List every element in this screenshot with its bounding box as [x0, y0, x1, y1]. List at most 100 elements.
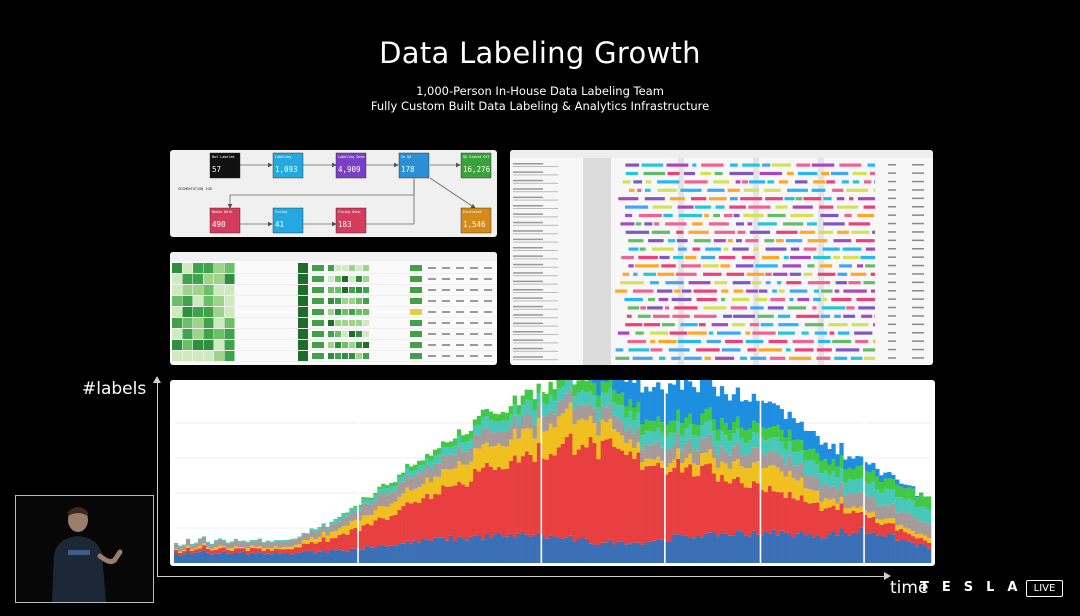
chart-bar: [755, 447, 760, 462]
chart-bar: [516, 405, 521, 415]
chart-bar: [640, 462, 645, 470]
chart-bar: [421, 465, 426, 473]
chart-bar: [791, 452, 796, 466]
chart-bar: [181, 545, 187, 550]
chart-bar: [377, 545, 382, 563]
pipeline-node-value: 490: [212, 220, 226, 229]
timeline-segment: [782, 222, 804, 226]
chart-bar: [373, 500, 378, 510]
pipeline-node-value: 1,093: [275, 165, 298, 174]
chart-bar: [572, 541, 577, 563]
chart-bar: [401, 543, 406, 563]
timeline-segment: [820, 314, 831, 318]
chart-bar: [504, 412, 509, 421]
chart-bar: [919, 521, 924, 534]
timeline-segment: [700, 171, 712, 176]
timeline-segment: [688, 331, 707, 335]
chart-bar: [843, 459, 848, 470]
chart-bar: [755, 534, 760, 563]
timeline-segment: [863, 205, 875, 209]
chart-bar: [301, 532, 306, 535]
chart-bar: [867, 533, 872, 563]
chart-bar: [620, 435, 625, 451]
chart-bar: [393, 482, 398, 486]
chart-bar: [779, 441, 784, 457]
timeline-segment: [848, 281, 861, 285]
timeline-segment: [830, 171, 849, 176]
pipeline-node-label: Fixing Done: [338, 210, 360, 214]
timeline-segment: [645, 180, 652, 184]
chart-bar: [193, 542, 199, 544]
chart-bar: [389, 515, 394, 546]
chart-bar: [201, 543, 207, 546]
chart-bar: [899, 538, 904, 563]
timeline-segment: [628, 247, 639, 251]
chart-bar: [504, 431, 509, 447]
chart-bar: [703, 452, 709, 465]
chart-bar: [775, 492, 780, 536]
chart-bar: [891, 534, 896, 563]
chart-bar: [413, 476, 418, 489]
chart-bar: [759, 437, 764, 454]
chart-bar: [221, 546, 227, 548]
chart-bar: [261, 550, 266, 555]
chart-bar: [787, 441, 792, 456]
timeline-segment: [785, 239, 803, 243]
chart-bar: [448, 469, 454, 487]
timeline-segment: [708, 331, 714, 335]
chart-bar: [679, 389, 685, 423]
timeline-segment: [797, 171, 818, 176]
timeline-segment: [680, 323, 698, 327]
chart-bar: [213, 549, 219, 554]
chart-bar: [337, 521, 342, 529]
chart-bar: [715, 440, 721, 455]
chart-bar: [421, 484, 426, 499]
quality-cell: [172, 318, 182, 328]
chart-bar: [827, 474, 832, 488]
chart-bar: [425, 539, 430, 563]
chart-bar: [512, 537, 517, 563]
chart-bar: [289, 546, 294, 550]
chart-bar: [871, 481, 876, 497]
chart-bar: [767, 438, 772, 452]
timeline-segment: [745, 239, 759, 243]
chart-bar: [397, 510, 402, 545]
chart-bar: [723, 450, 729, 464]
chart-bar: [193, 543, 199, 549]
quality-cell: [193, 296, 203, 306]
chart-bar: [428, 461, 434, 470]
chart-bar: [596, 380, 601, 396]
chart-bar: [604, 380, 609, 383]
timeline-segment: [855, 339, 869, 344]
chart-bar: [695, 535, 701, 563]
timeline-segment: [703, 272, 722, 276]
timeline-segment: [644, 222, 653, 226]
chart-bar: [409, 490, 414, 504]
quality-cell: [172, 296, 182, 306]
chart-bar: [560, 413, 565, 444]
chart-bar: [612, 402, 617, 416]
timeline-segment: [762, 163, 771, 167]
chart-bar: [385, 494, 390, 508]
timeline-segment: [843, 314, 856, 318]
chart-bar: [365, 523, 370, 546]
chart-bar: [624, 417, 629, 431]
chart-bar: [464, 434, 470, 442]
chart-bar: [703, 464, 709, 534]
chart-bar: [205, 541, 211, 543]
quality-cell: [193, 285, 203, 295]
quality-cell: [214, 274, 224, 284]
chart-bar: [205, 548, 211, 553]
chart-bar: [249, 540, 254, 542]
chart-bar: [540, 458, 545, 537]
chart-bar: [417, 503, 422, 543]
timeline-segment: [852, 171, 867, 176]
chart-bar: [731, 421, 737, 434]
chart-bar: [819, 487, 824, 502]
chart-bar: [365, 515, 370, 524]
timeline-segment: [760, 323, 774, 327]
chart-bar: [452, 445, 458, 456]
quality-cell: [172, 329, 182, 339]
chart-bar: [895, 530, 900, 541]
chart-bar: [807, 533, 812, 563]
